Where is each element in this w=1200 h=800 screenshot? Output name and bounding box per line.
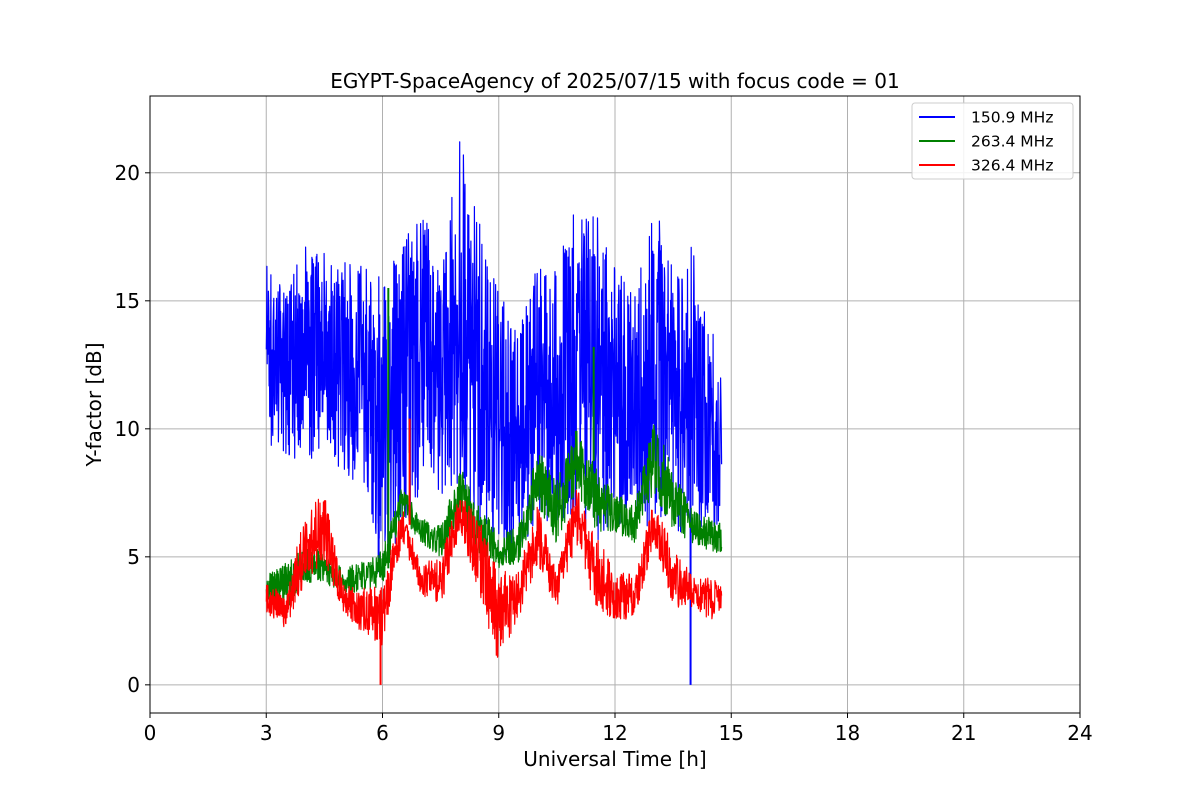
y-tick-label: 0: [127, 673, 140, 697]
legend-label: 150.9 MHz: [971, 109, 1053, 127]
y-tick-label: 10: [115, 417, 140, 441]
x-tick-label: 6: [376, 721, 389, 745]
y-axis: 0 5 10 15 20: [115, 161, 150, 697]
series-1: [265, 141, 723, 685]
series-3: [265, 418, 723, 685]
x-tick-label: 15: [719, 721, 744, 745]
x-tick-label: 21: [951, 721, 976, 745]
x-axis-label: Universal Time [h]: [523, 747, 706, 771]
series-line: [265, 489, 723, 658]
legend-box: [911, 102, 1074, 180]
legend-label: 263.4 MHz: [971, 133, 1053, 151]
y-axis-label: Y-factor [dB]: [82, 342, 106, 467]
x-tick-label: 24: [1067, 721, 1092, 745]
y-tick-label: 20: [115, 161, 140, 185]
plot-series: [265, 141, 723, 685]
series-line: [265, 141, 723, 557]
y-tick-label: 15: [115, 289, 140, 313]
legend: 150.9 MHz 263.4 MHz 326.4 MHz: [911, 102, 1074, 180]
chart-title: EGYPT-SpaceAgency of 2025/07/15 with foc…: [330, 69, 899, 93]
x-tick-label: 0: [144, 721, 157, 745]
x-tick-label: 18: [835, 721, 860, 745]
legend-label: 326.4 MHz: [971, 157, 1053, 175]
x-tick-label: 12: [602, 721, 627, 745]
x-axis: 0 3 6 9 12 15 18 21 24: [144, 713, 1093, 745]
x-tick-label: 9: [492, 721, 505, 745]
x-tick-label: 3: [260, 721, 273, 745]
y-tick-label: 5: [127, 545, 140, 569]
